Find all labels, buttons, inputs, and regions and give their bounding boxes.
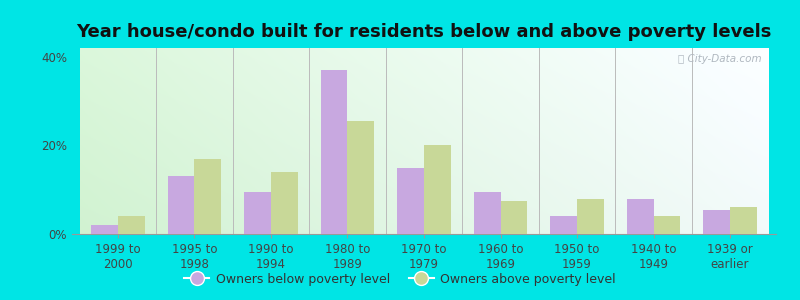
Bar bbox=[244, 192, 271, 234]
Bar bbox=[118, 216, 145, 234]
Bar bbox=[654, 216, 680, 234]
Bar bbox=[168, 176, 194, 234]
Bar bbox=[424, 146, 450, 234]
Bar bbox=[271, 172, 298, 234]
Bar bbox=[474, 192, 501, 234]
Bar bbox=[91, 225, 118, 234]
Bar bbox=[321, 70, 347, 234]
Title: Year house/condo built for residents below and above poverty levels: Year house/condo built for residents bel… bbox=[76, 23, 772, 41]
Legend: Owners below poverty level, Owners above poverty level: Owners below poverty level, Owners above… bbox=[179, 268, 621, 291]
Bar bbox=[398, 168, 424, 234]
Bar bbox=[626, 199, 654, 234]
Bar bbox=[501, 201, 527, 234]
Bar bbox=[703, 210, 730, 234]
Text: ⓘ City-Data.com: ⓘ City-Data.com bbox=[678, 54, 762, 64]
Bar bbox=[347, 121, 374, 234]
Bar bbox=[550, 216, 577, 234]
Bar bbox=[577, 199, 604, 234]
Bar bbox=[730, 207, 757, 234]
Bar bbox=[194, 159, 222, 234]
